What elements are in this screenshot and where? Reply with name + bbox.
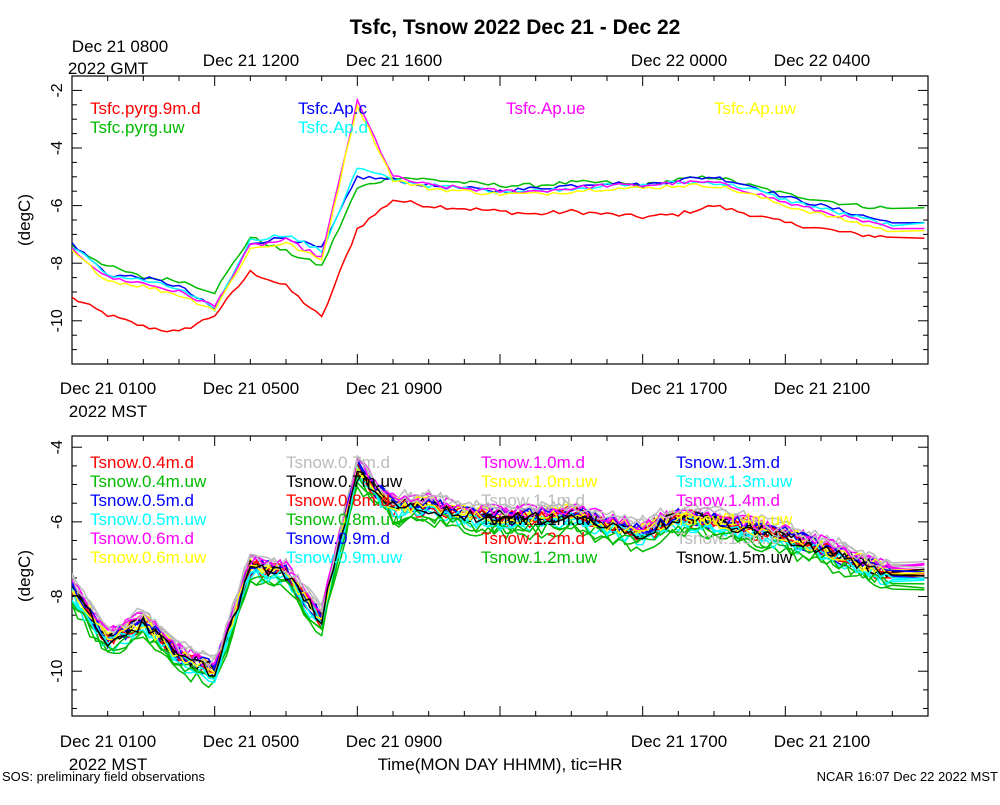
legend-entry: Tsnow.0.6m.d	[90, 529, 194, 548]
top-time-label-first-line1: Dec 21 0800	[72, 37, 168, 56]
legend-entry: Tsnow.0.7m.uw	[286, 472, 403, 491]
x-axis-label: Time(MON DAY HHMM), tic=HR	[378, 755, 623, 774]
legend-entry: Tsfc.Ap.uw	[714, 99, 797, 118]
panel1-time-label-first: Dec 21 0100	[60, 379, 156, 398]
legend-entry: Tsfc.pyrg.9m.d	[90, 99, 201, 118]
y-tick-label: -4	[49, 440, 66, 454]
series-line-tsnow-1-4m-uw	[72, 467, 925, 675]
series-line-tsfc-ap-uw	[72, 103, 925, 312]
legend-entry: Tsnow.0.4m.uw	[90, 472, 207, 491]
series-group	[72, 97, 925, 333]
legend-entry: Tsnow.1.0m.uw	[481, 472, 598, 491]
panel-tsfc: -10 -8 -6 -4 -2 (degC) Tsfc.pyrg.9m.dTsfc.pyrg…	[15, 75, 929, 365]
legend-entry: Tsnow.1.5m.d	[676, 529, 780, 548]
y-tick-label: -2	[49, 83, 66, 97]
panel-tsnow: -10 -8 -6 -4 (degC) Tsnow.0.4m.dTsnow.0.4m.uw…	[15, 435, 929, 717]
legend-entry: Tsnow.1.2m.uw	[481, 548, 598, 567]
y-tick-label: -4	[49, 141, 66, 155]
legend-entry: Tsnow.0.8m.d	[286, 491, 390, 510]
footer-left: SOS: preliminary field observations	[2, 769, 206, 784]
panel1-time-tick-label: Dec 21 0900	[346, 379, 442, 398]
legend-entry: Tsnow.1.3m.uw	[676, 472, 793, 491]
legend-entry: Tsnow.1.1m.uw	[481, 510, 598, 529]
series-line-tsnow-1-3m-d	[72, 457, 925, 673]
panel2-time-label-first-line2: 2022 MST	[69, 755, 147, 774]
panel2-time-tick-label: Dec 21 1700	[631, 732, 727, 751]
y-tick-label: -8	[49, 256, 66, 270]
chart-title: Tsfc, Tsnow 2022 Dec 21 - Dec 22	[350, 16, 681, 39]
legend-entry: Tsnow.1.3m.d	[676, 453, 780, 472]
panel2-time-tick-label: Dec 21 2100	[774, 732, 870, 751]
panel1-time-tick-label: Dec 21 0500	[203, 379, 299, 398]
legend-entry: Tsfc.Ap.ue	[506, 99, 585, 118]
legend-entry: Tsnow.0.7m.d	[286, 453, 390, 472]
y-axis-label: (degC)	[15, 550, 34, 602]
legend-entry: Tsnow.1.1m.d	[481, 491, 585, 510]
panel2-time-tick-label: Dec 21 0900	[346, 732, 442, 751]
y-tick-label: -8	[49, 589, 66, 603]
y-tick-label: -6	[49, 198, 66, 212]
legend-entry: Tsfc.Ap.d	[298, 118, 368, 137]
top-time-tick-label: Dec 22 0000	[631, 51, 727, 70]
series-line-tsnow-1-2m-d	[72, 472, 925, 675]
top-time-tick-label: Dec 21 1600	[346, 51, 442, 70]
series-line-tsnow-1-5m-uw	[72, 470, 925, 677]
top-time-label-first-line2: 2022 GMT	[68, 59, 148, 78]
panel1-time-label-first-line2: 2022 MST	[69, 402, 147, 421]
top-time-tick-label: Dec 21 1200	[203, 51, 299, 70]
panel2-time-label-first: Dec 21 0100	[60, 732, 156, 751]
y-tick-label: -10	[49, 309, 66, 332]
series-line-tsfc-ap-d	[72, 167, 925, 313]
legend-entry: Tsnow.1.2m.d	[481, 529, 585, 548]
legend-entry: Tsfc.Ap.c	[298, 99, 367, 118]
series-line-tsfc-pyrg-uw	[72, 175, 925, 295]
series-line-tsfc-pyrg-9m-d	[72, 199, 925, 333]
legend-entry: Tsnow.0.6m.uw	[90, 548, 207, 567]
panel1-time-tick-label: Dec 21 1700	[631, 379, 727, 398]
legend-entry: Tsnow.0.8m.uw	[286, 510, 403, 529]
legend-entry: Tsnow.0.9m.uw	[286, 548, 403, 567]
legend-entry: Tsnow.1.0m.d	[481, 453, 585, 472]
legend-entry: Tsnow.1.4m.d	[676, 491, 780, 510]
legend-entry: Tsnow.0.5m.uw	[90, 510, 207, 529]
legend-entry: Tsnow.0.4m.d	[90, 453, 194, 472]
legend-entry: Tsnow.0.5m.d	[90, 491, 194, 510]
series-line-tsfc-ap-ue	[72, 97, 925, 308]
y-tick-label: -6	[49, 515, 66, 529]
legend-entry: Tsnow.0.9m.d	[286, 529, 390, 548]
top-time-tick-label: Dec 22 0400	[774, 51, 870, 70]
series-group	[72, 454, 925, 689]
y-tick-label: -10	[49, 660, 66, 683]
panel1-time-tick-label: Dec 21 2100	[774, 379, 870, 398]
series-line-tsnow-1-5m-d	[72, 454, 925, 668]
y-axis-label: (degC)	[15, 194, 34, 246]
legend-entry: Tsnow.1.4m.uw	[676, 510, 793, 529]
panel2-time-tick-label: Dec 21 0500	[203, 732, 299, 751]
footer-right: NCAR 16:07 Dec 22 2022 MST	[817, 769, 998, 784]
legend-entry: Tsfc.pyrg.uw	[90, 118, 185, 137]
legend-entry: Tsnow.1.5m.uw	[676, 548, 793, 567]
